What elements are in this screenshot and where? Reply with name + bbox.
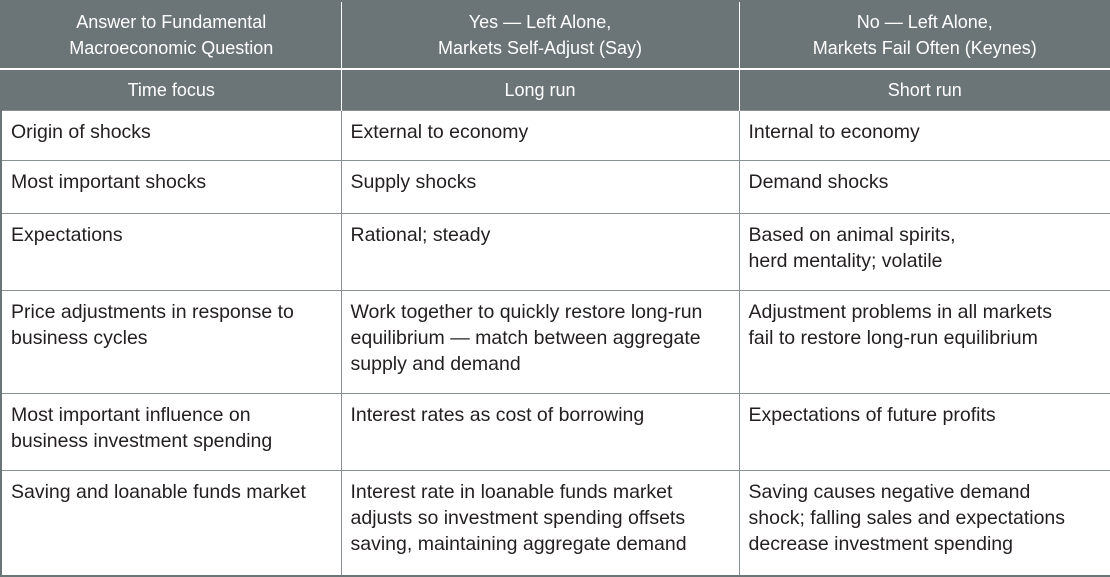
keynes-cell: Based on animal spirits, herd mentality;…	[738, 213, 1110, 291]
table-row: Saving and loanable funds market Interes…	[0, 470, 1110, 577]
table-row: Most important shocks Supply shocks Dema…	[0, 160, 1110, 214]
row-label: Most important shocks	[0, 160, 342, 214]
header-row: Answer to Fundamental Macroeconomic Ques…	[0, 1, 1110, 70]
subheader-time-focus: Time focus	[0, 69, 342, 111]
say-cell: Rational; steady	[340, 213, 740, 291]
table-header: Answer to Fundamental Macroeconomic Ques…	[0, 1, 1110, 111]
table-row: Price adjustments in response to busines…	[0, 290, 1110, 394]
header-question: Answer to Fundamental Macroeconomic Ques…	[0, 1, 342, 70]
row-label: Price adjustments in response to busines…	[0, 290, 342, 394]
subheader-short-run: Short run	[738, 69, 1110, 111]
row-label: Most important influence on business inv…	[0, 393, 342, 471]
say-cell: Supply shocks	[340, 160, 740, 214]
say-cell: Work together to quickly restore long-ru…	[340, 290, 740, 394]
keynes-cell: Expectations of future profits	[738, 393, 1110, 471]
table-row: Expectations Rational; steady Based on a…	[0, 213, 1110, 291]
say-cell: Interest rate in loanable funds market a…	[340, 470, 740, 577]
row-label: Saving and loanable funds market	[0, 470, 342, 577]
keynes-cell: Demand shocks	[738, 160, 1110, 214]
keynes-cell: Internal to economy	[738, 110, 1110, 161]
keynes-cell: Saving causes negative demand shock; fal…	[738, 470, 1110, 577]
say-cell: Interest rates as cost of borrowing	[340, 393, 740, 471]
row-label: Expectations	[0, 213, 342, 291]
table-row: Origin of shocks External to economy Int…	[0, 110, 1110, 161]
table-row: Most important influence on business inv…	[0, 393, 1110, 471]
header-say: Yes — Left Alone, Markets Self-Adjust (S…	[340, 1, 740, 70]
subheader-row: Time focus Long run Short run	[0, 69, 1110, 111]
header-keynes: No — Left Alone, Markets Fail Often (Key…	[738, 1, 1110, 70]
say-cell: External to economy	[340, 110, 740, 161]
keynes-cell: Adjustment problems in all markets fail …	[738, 290, 1110, 394]
table-body: Origin of shocks External to economy Int…	[0, 110, 1110, 577]
row-label: Origin of shocks	[0, 110, 342, 161]
subheader-long-run: Long run	[340, 69, 740, 111]
